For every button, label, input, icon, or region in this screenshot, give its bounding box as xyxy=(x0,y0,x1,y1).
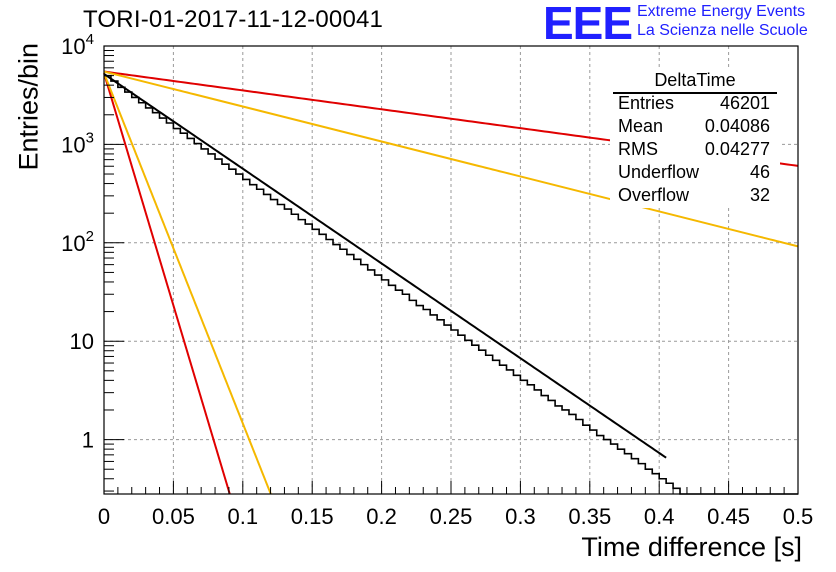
y-tick-exponent: 3 xyxy=(86,129,94,146)
y-axis-label: Entries/bin xyxy=(13,42,44,171)
fit-curve xyxy=(103,70,799,248)
x-tick-labels: 0 0.05 0.1 0.15 0.2 0.25 0.3 0.35 0.4 0.45 0.5 xyxy=(98,504,813,529)
stat-value: 46 xyxy=(749,162,770,182)
y-tick-label: 10 xyxy=(70,329,94,354)
x-axis-label: Time difference [s] xyxy=(581,532,802,562)
logo-line-1: Extreme Energy Events xyxy=(637,3,806,20)
stat-key: Entries xyxy=(618,93,675,113)
y-tick-label: 103 xyxy=(61,129,94,157)
histogram xyxy=(104,74,798,495)
logo-line-2: La Scienza nelle Scuole xyxy=(637,22,808,39)
stats-divider xyxy=(613,92,777,94)
stat-key: Underflow xyxy=(618,162,700,182)
stat-key: Overflow xyxy=(618,185,690,205)
x-tick-label: 0.45 xyxy=(707,504,750,529)
histogram-line xyxy=(104,74,798,495)
y-tick-label: 104 xyxy=(61,31,94,59)
x-tick-label: 0.4 xyxy=(644,504,675,529)
y-tick-base: 10 xyxy=(61,231,85,256)
fit-curves xyxy=(103,70,799,495)
y-tick-exponent: 4 xyxy=(86,31,94,48)
eee-logo: EEE xyxy=(543,0,633,49)
fit-curve xyxy=(103,72,231,495)
stat-value: 0.04277 xyxy=(704,139,770,159)
y-tick-label: 1 xyxy=(82,428,94,453)
x-tick-label: 0.25 xyxy=(430,504,473,529)
grid-lines xyxy=(104,46,798,494)
x-tick-label: 0.2 xyxy=(366,504,397,529)
x-tick-label: 0.35 xyxy=(568,504,611,529)
stat-key: RMS xyxy=(618,139,658,159)
stat-row-overflow: Overflow 32 xyxy=(618,185,770,208)
stat-value: 46201 xyxy=(719,93,770,113)
stat-row-mean: Mean 0.04086 xyxy=(618,116,770,139)
stat-row-rms: RMS 0.04277 xyxy=(618,139,770,162)
axis-ticks xyxy=(103,45,799,494)
fit-curve xyxy=(103,73,667,459)
x-tick-label: 0.15 xyxy=(291,504,334,529)
x-tick-label: 0 xyxy=(98,504,110,529)
stat-key: Mean xyxy=(618,116,664,136)
y-tick-label: 102 xyxy=(61,228,94,256)
stats-title: DeltaTime xyxy=(654,70,736,90)
stat-value: 0.04086 xyxy=(704,116,770,136)
stats-box: DeltaTime Entries 46201 Mean 0.04086 RMS… xyxy=(610,68,780,208)
stat-row-entries: Entries 46201 xyxy=(618,93,770,116)
x-tick-label: 0.5 xyxy=(783,504,814,529)
stat-value: 32 xyxy=(749,185,770,205)
y-tick-base: 10 xyxy=(61,132,85,157)
chart-title: TORI-01-2017-11-12-00041 xyxy=(83,6,384,33)
x-tick-label: 0.3 xyxy=(505,504,536,529)
y-tick-base: 10 xyxy=(61,34,85,59)
y-tick-exponent: 2 xyxy=(86,228,94,245)
x-tick-label: 0.1 xyxy=(228,504,259,529)
fit-curve xyxy=(103,72,272,495)
x-tick-label: 0.05 xyxy=(152,504,195,529)
stat-row-underflow: Underflow 46 xyxy=(618,162,770,185)
